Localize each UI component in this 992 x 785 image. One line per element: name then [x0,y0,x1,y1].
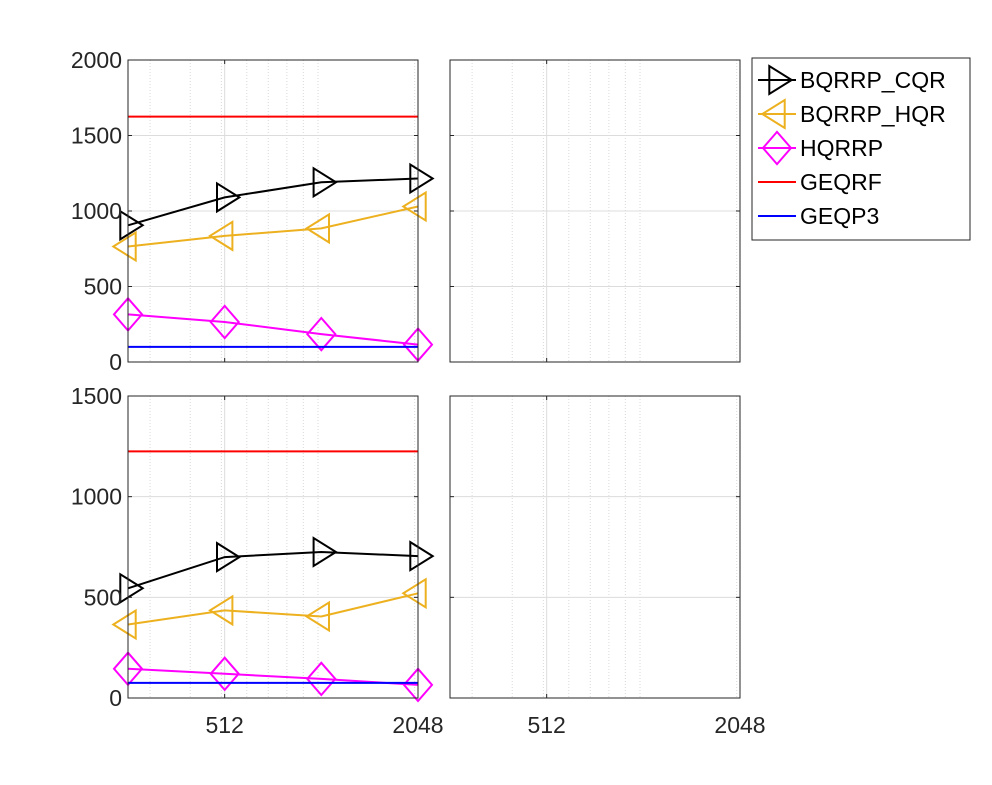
axes-frame [449,395,741,699]
series-bqrrp-hqr [111,577,427,641]
data-point [409,540,435,572]
data-point [401,577,427,610]
panel-bottom-left: 0 500 1000 1500 512 2048 [71,383,444,738]
data-point [216,541,242,573]
y-tick-label: 1500 [71,123,122,149]
data-point [304,212,330,245]
series-bqrrp-hqr [111,190,427,263]
y-tick-label: 1000 [71,198,122,224]
panel-bottom-right: 512 2048 [449,395,766,738]
data-point [208,594,234,627]
panels: 0 500 1000 1500 2000 0 500 1000 1500 512 2048 512 20… [71,47,766,738]
legend-marker [768,64,794,96]
series-bqrrp-cqr [119,162,435,242]
plot-area [128,396,418,698]
x-tick-label: 512 [205,712,243,738]
legend-label: HQRRP [800,135,883,161]
y-tick-label: 0 [109,685,122,711]
legend-label: BQRRP_CQR [800,67,946,93]
panel-top-right [449,59,741,363]
y-tick-label: 1000 [71,484,122,510]
data-point [209,656,241,692]
axes-frame [127,395,419,699]
data-point [312,536,338,568]
data-point [216,181,242,214]
data-point [119,572,145,605]
series-line [127,550,419,590]
data-point [208,220,234,252]
y-tick-label: 0 [109,349,122,375]
y-tick-label: 1500 [71,383,122,409]
data-point [312,166,338,199]
series-bqrrp-cqr [119,536,435,605]
y-tick-label: 500 [84,274,122,300]
series-line [127,592,419,626]
legend-entry-geqrf: GEQRF [758,169,882,195]
legend-marker [760,98,786,130]
data-point [119,209,145,242]
legend-marker [761,130,793,166]
legend: BQRRP_CQR BQRRP_HQR HQRRP GEQRF GEQP3 [751,57,971,241]
legend-label: GEQRF [800,169,882,195]
legend-entry-geqp3: GEQP3 [758,203,879,229]
series-line [127,177,419,227]
legend-entry-hqrrp: HQRRP [758,130,883,166]
series-line [127,313,419,346]
data-point [209,304,241,340]
panel-top-left: 0 500 1000 1500 2000 [71,47,435,375]
data-point [402,667,434,703]
data-point [409,162,435,195]
data-point [304,600,330,633]
y-tick-label: 2000 [71,47,122,73]
legend-entry-bqrrp-cqr: BQRRP_CQR [758,64,946,96]
plot-area [450,396,740,698]
x-tick-label: 2048 [714,712,765,738]
data-point [111,608,137,641]
series-line [127,205,419,248]
y-tick-label: 500 [84,584,122,610]
legend-label: GEQP3 [800,203,879,229]
data-point [401,190,427,223]
data-point [305,316,337,352]
legend-entry-bqrrp-hqr: BQRRP_HQR [758,98,946,130]
x-tick-label: 2048 [392,712,443,738]
data-point [111,230,137,263]
minor-grid [471,396,738,698]
x-tick-label: 512 [527,712,565,738]
legend-label: BQRRP_HQR [800,101,946,127]
data-point [305,661,337,697]
